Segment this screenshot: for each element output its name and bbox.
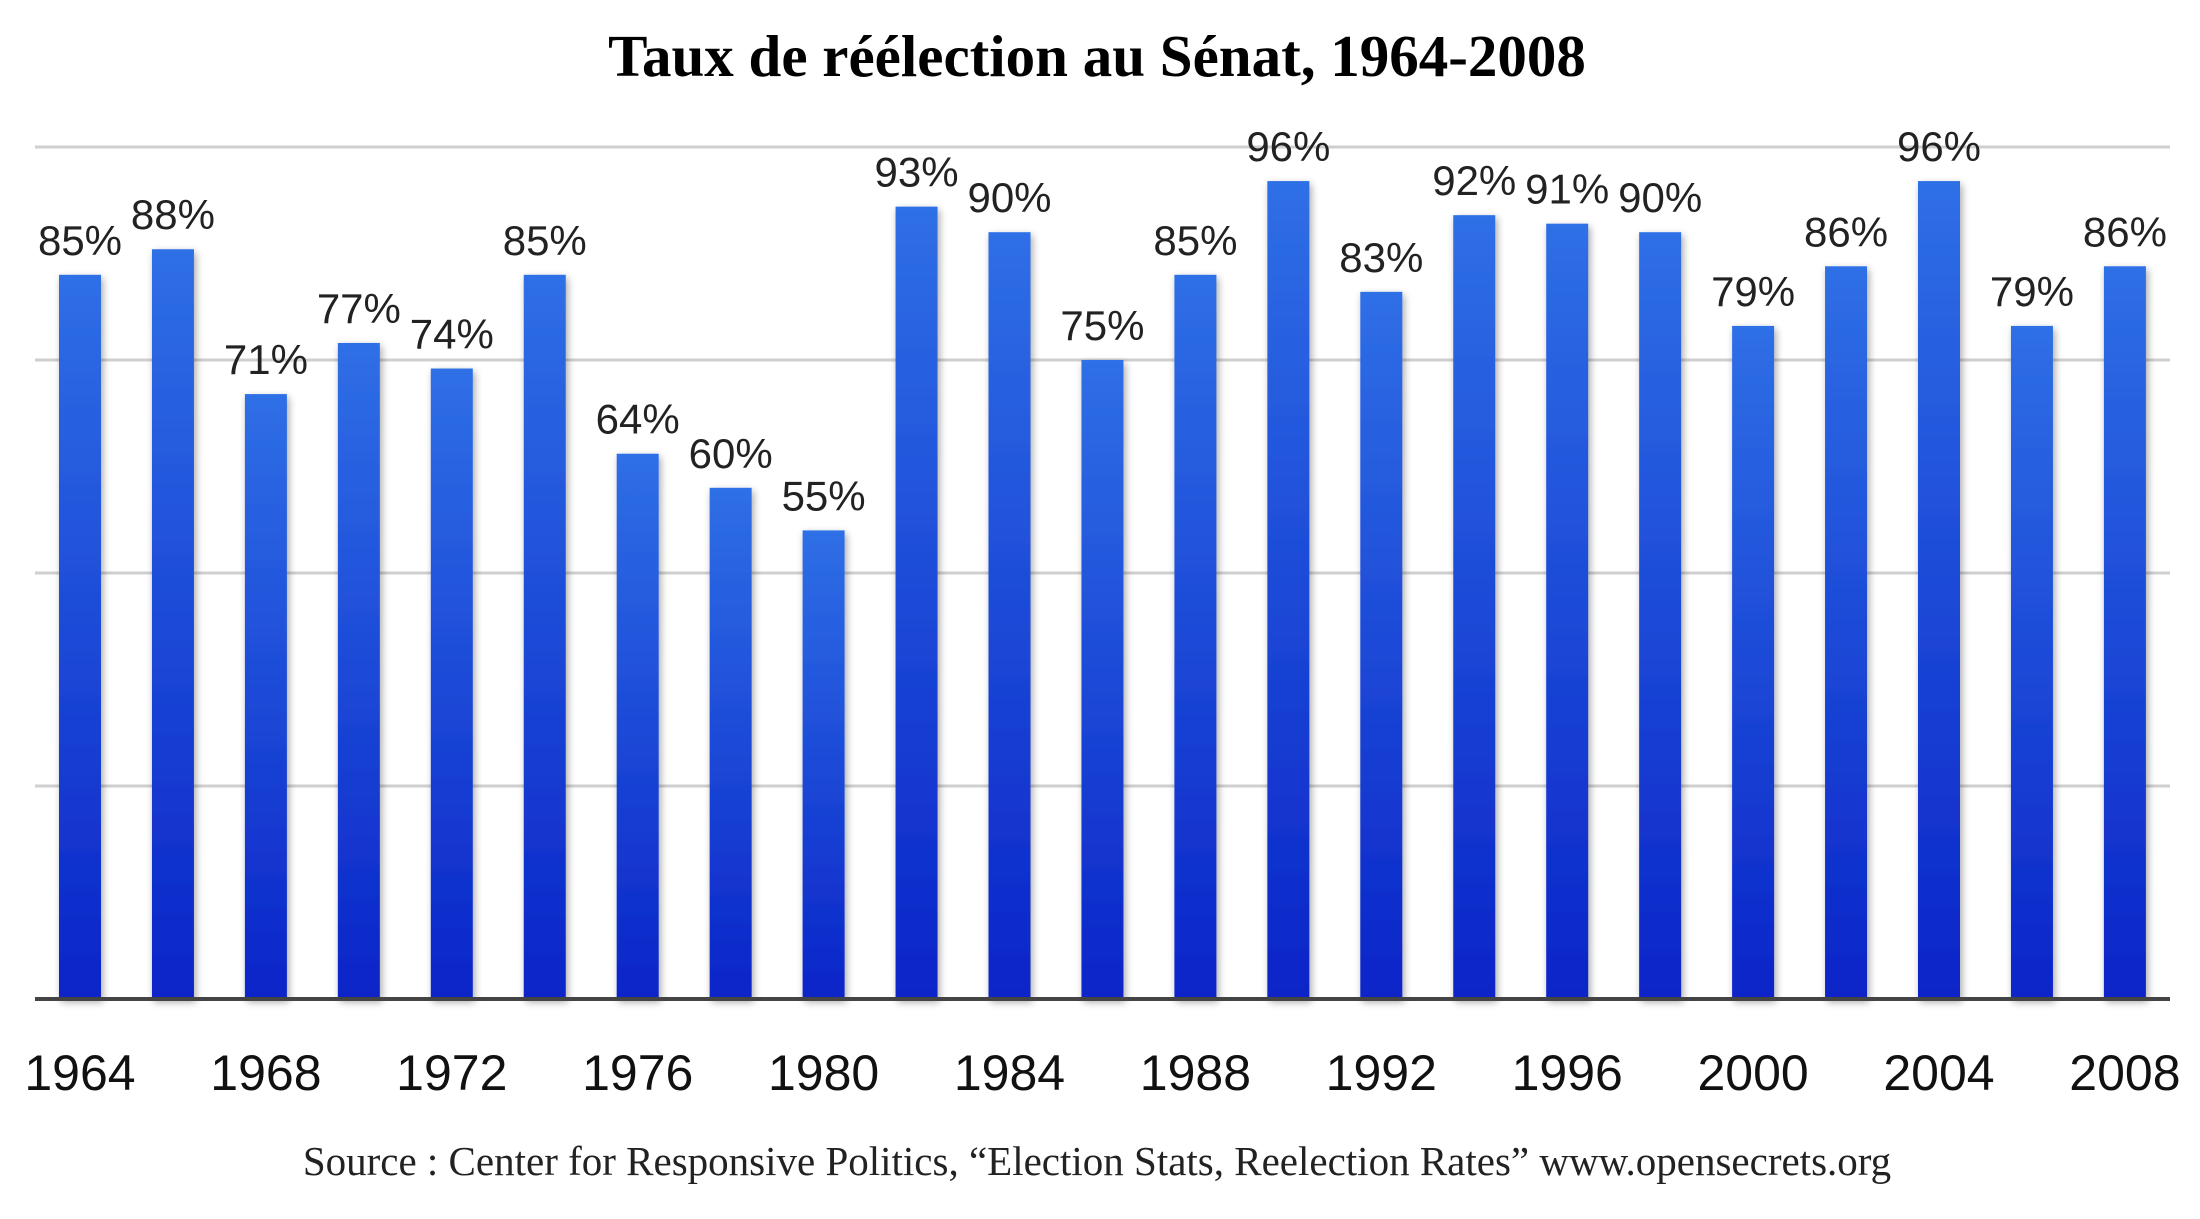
data-label-1992: 83% bbox=[1339, 234, 1423, 281]
data-label-1990: 96% bbox=[1246, 123, 1330, 170]
data-label-1994: 92% bbox=[1432, 157, 1516, 204]
data-label-1986: 75% bbox=[1060, 302, 1144, 349]
bar-1998 bbox=[1639, 232, 1682, 999]
bar-1980 bbox=[802, 530, 845, 999]
data-label-1980: 55% bbox=[782, 472, 866, 519]
x-tick-label-1972: 1972 bbox=[396, 1045, 507, 1101]
bar-1996 bbox=[1546, 223, 1589, 999]
bar-1976 bbox=[616, 453, 659, 1000]
data-label-1982: 93% bbox=[875, 149, 959, 196]
bar-1988 bbox=[1174, 274, 1217, 999]
data-label-1996: 91% bbox=[1525, 166, 1609, 213]
data-label-1978: 60% bbox=[689, 430, 773, 477]
bar-1974 bbox=[523, 274, 566, 999]
data-label-1976: 64% bbox=[596, 396, 680, 443]
bar-2002 bbox=[1825, 266, 1868, 999]
data-label-2004: 96% bbox=[1897, 123, 1981, 170]
bar-1986 bbox=[1081, 360, 1124, 999]
chart-title: Taux de réélection au Sénat, 1964-2008 bbox=[608, 23, 1586, 89]
data-label-2002: 86% bbox=[1804, 208, 1888, 255]
data-label-2008: 86% bbox=[2083, 208, 2167, 255]
bars bbox=[59, 181, 2146, 1000]
data-label-2006: 79% bbox=[1990, 268, 2074, 315]
bar-2008 bbox=[2103, 266, 2146, 999]
data-label-2000: 79% bbox=[1711, 268, 1795, 315]
x-tick-label-1968: 1968 bbox=[210, 1045, 321, 1101]
bar-1972 bbox=[430, 368, 473, 999]
bar-1978 bbox=[709, 487, 752, 999]
bar-1994 bbox=[1453, 215, 1496, 999]
bar-2000 bbox=[1732, 325, 1775, 999]
data-labels: 85%88%71%77%74%85%64%60%55%93%90%75%85%9… bbox=[38, 123, 2167, 519]
data-label-1968: 71% bbox=[224, 336, 308, 383]
x-tick-label-1992: 1992 bbox=[1326, 1045, 1437, 1101]
bar-2004 bbox=[1918, 181, 1960, 999]
data-label-1972: 74% bbox=[410, 311, 494, 358]
data-label-1988: 85% bbox=[1153, 217, 1237, 264]
data-label-1964: 85% bbox=[38, 217, 122, 264]
data-label-1984: 90% bbox=[967, 174, 1051, 221]
bar-1964 bbox=[59, 274, 101, 999]
data-label-1970: 77% bbox=[317, 285, 401, 332]
x-tick-label-1980: 1980 bbox=[768, 1045, 879, 1101]
source-note: Source : Center for Responsive Politics,… bbox=[303, 1138, 1891, 1184]
x-tick-label-2008: 2008 bbox=[2069, 1045, 2180, 1101]
x-axis-tick-labels: 1964 1968 1972 1976 1980 1984 1988 1992 1996 2000… bbox=[24, 1045, 2180, 1101]
x-tick-label-1976: 1976 bbox=[582, 1045, 693, 1101]
bar-1982 bbox=[895, 206, 938, 999]
x-tick-label-1984: 1984 bbox=[954, 1045, 1065, 1101]
x-tick-label-1996: 1996 bbox=[1512, 1045, 1623, 1101]
x-tick-label-1988: 1988 bbox=[1140, 1045, 1251, 1101]
bar-1970 bbox=[337, 342, 380, 1000]
data-label-1998: 90% bbox=[1618, 174, 1702, 221]
bar-1992 bbox=[1360, 291, 1403, 1000]
data-label-1974: 85% bbox=[503, 217, 587, 264]
bar-2006 bbox=[2010, 325, 2053, 999]
x-tick-label-2000: 2000 bbox=[1697, 1045, 1808, 1101]
data-label-1966: 88% bbox=[131, 191, 215, 238]
bar-1990 bbox=[1267, 181, 1310, 999]
bar-1966 bbox=[151, 249, 194, 1000]
bar-1984 bbox=[988, 232, 1031, 999]
x-tick-label-2004: 2004 bbox=[1883, 1045, 1994, 1101]
bar-1968 bbox=[244, 394, 287, 1000]
x-tick-label-1964: 1964 bbox=[24, 1045, 135, 1101]
